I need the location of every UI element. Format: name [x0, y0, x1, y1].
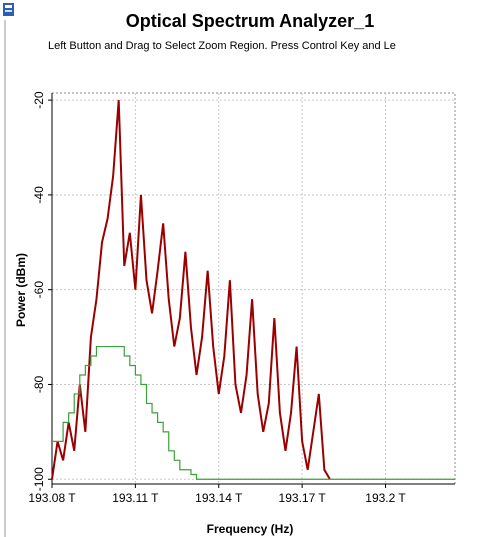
y-axis-label: Power (dBm)	[14, 253, 28, 327]
x-tick-label: 193.17 T	[279, 491, 327, 505]
y-tick-label: -20	[32, 91, 46, 109]
x-tick-label: 193.2 T	[365, 491, 406, 505]
series-line	[52, 345, 455, 480]
x-axis-label: Frequency (Hz)	[207, 522, 294, 536]
x-tick-label: 193.11 T	[112, 491, 159, 505]
y-tick-label: -60	[32, 281, 46, 299]
app-icon	[3, 3, 14, 16]
y-tick-label: -80	[32, 375, 46, 393]
series-line	[51, 100, 331, 480]
chart-subtitle: Left Button and Drag to Select Zoom Regi…	[48, 40, 396, 52]
y-tick-label: -100	[32, 467, 46, 491]
chart-title: Optical Spectrum Analyzer_1	[126, 11, 374, 31]
x-tick-label: 193.08 T	[28, 491, 76, 505]
y-tick-label: -40	[32, 186, 46, 204]
x-tick-label: 193.14 T	[195, 491, 243, 505]
